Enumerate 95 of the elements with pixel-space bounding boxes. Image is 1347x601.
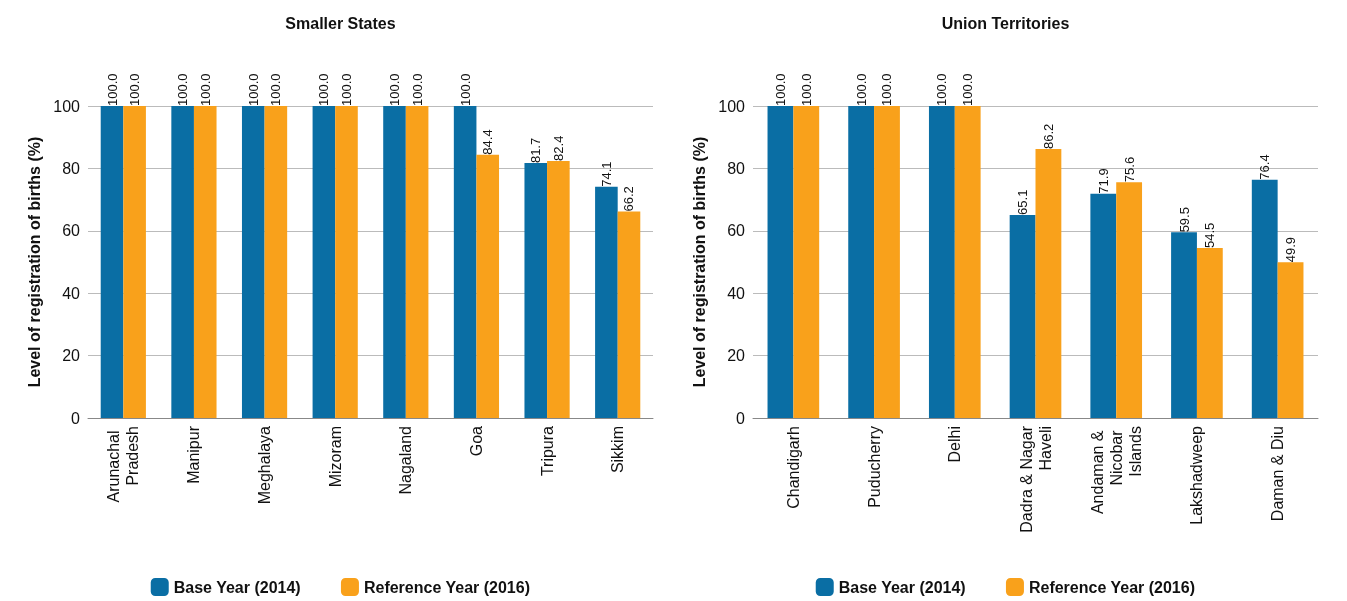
data-label: 100.0 <box>798 73 814 106</box>
bar <box>1277 262 1304 418</box>
bar <box>193 106 217 418</box>
data-label: 100.0 <box>197 73 213 106</box>
bar <box>1171 232 1197 418</box>
y-axis-title: Level of registration of births (%) <box>25 136 43 388</box>
y-tick-label: 0 <box>736 409 746 427</box>
bar <box>954 106 981 418</box>
data-label: 100.0 <box>104 73 120 106</box>
y-tick-label: 100 <box>53 97 81 115</box>
data-label: 100.0 <box>387 73 403 106</box>
x-tick-label: Nagaland <box>397 426 415 495</box>
x-tick-label: Puducherry <box>865 426 883 508</box>
data-label: 86.2 <box>1040 123 1056 150</box>
bar <box>524 163 548 418</box>
data-label: 100.0 <box>245 73 261 106</box>
bar <box>1251 179 1278 418</box>
x-tick-label: Daman & Diu <box>1269 426 1287 522</box>
bar <box>874 106 900 418</box>
bar <box>595 186 618 418</box>
legend-label: Base Year (2014) <box>173 578 301 596</box>
bar <box>1116 182 1143 418</box>
data-label: 100.0 <box>960 73 976 106</box>
x-tick-label: Mizoram <box>326 426 344 488</box>
data-label: 71.9 <box>1095 168 1111 194</box>
y-tick-label: 80 <box>727 159 746 177</box>
bar <box>100 106 124 418</box>
bar <box>767 106 794 418</box>
x-tick-label: Meghalaya <box>256 425 274 505</box>
x-tick-label: Chandigarh <box>784 426 802 509</box>
legend-label: Reference Year (2016) <box>363 578 530 596</box>
bar <box>476 154 500 418</box>
bar <box>171 106 194 418</box>
data-label: 100.0 <box>934 73 950 106</box>
data-label: 75.6 <box>1121 156 1137 183</box>
chart-title: Union Territories <box>941 14 1070 32</box>
x-tick-label: Goa <box>467 425 485 457</box>
bar <box>617 211 641 418</box>
bar <box>123 106 146 418</box>
data-label: 49.9 <box>1283 237 1299 263</box>
bar <box>264 106 288 418</box>
bar <box>405 106 429 418</box>
y-tick-label: 100 <box>718 97 746 115</box>
x-tick-label: Dadra & Nagar Haveli <box>1017 425 1054 533</box>
bar <box>383 106 406 418</box>
bar <box>1009 214 1036 418</box>
y-tick-label: 40 <box>62 284 81 302</box>
data-label: 74.1 <box>598 161 614 187</box>
bar <box>1035 149 1062 418</box>
data-label: 100.0 <box>316 73 332 106</box>
y-axis-title: Level of registration of births (%) <box>690 136 708 388</box>
chart-title: Smaller States <box>285 14 396 32</box>
bar <box>1196 247 1223 418</box>
data-label: 100.0 <box>457 73 473 106</box>
data-label: 100.0 <box>268 73 284 106</box>
data-label: 100.0 <box>772 73 788 106</box>
bar <box>241 106 265 418</box>
y-tick-label: 40 <box>727 284 746 302</box>
data-label: 65.1 <box>1015 189 1031 215</box>
data-label: 84.4 <box>480 129 496 155</box>
bar <box>793 106 820 418</box>
x-tick-label: Andaman & Nicobar Islands <box>1088 426 1144 515</box>
x-tick-label: Sikkim <box>609 426 627 474</box>
data-label: 59.5 <box>1176 207 1192 233</box>
x-tick-label: Lakshadweep <box>1188 425 1206 525</box>
x-tick-label: Delhi <box>946 426 964 463</box>
y-tick-label: 20 <box>727 347 746 365</box>
y-tick-label: 80 <box>62 159 81 177</box>
bar <box>1090 193 1117 418</box>
x-tick-label: Manipur <box>185 425 203 484</box>
y-tick-label: 0 <box>71 409 81 427</box>
x-tick-label: Tripura <box>538 425 556 477</box>
x-tick-label: Arunachal Pradesh <box>105 426 142 503</box>
data-label: 100.0 <box>175 73 191 106</box>
y-tick-label: 60 <box>727 222 746 240</box>
bar <box>335 106 358 418</box>
data-label: 76.4 <box>1257 154 1273 180</box>
data-label: 100.0 <box>338 73 354 106</box>
bar <box>928 106 955 418</box>
bar <box>312 106 336 418</box>
y-tick-label: 20 <box>62 347 81 365</box>
data-label: 54.5 <box>1202 222 1218 248</box>
legend-label: Base Year (2014) <box>838 578 966 596</box>
data-label: 66.2 <box>621 186 637 212</box>
data-label: 100.0 <box>409 73 425 106</box>
bar <box>453 106 477 418</box>
bar <box>848 106 875 418</box>
data-label: 82.4 <box>550 135 566 161</box>
data-label: 100.0 <box>127 73 143 106</box>
y-tick-label: 60 <box>62 222 81 240</box>
bar <box>547 160 570 418</box>
data-label: 100.0 <box>853 73 869 106</box>
legend-label: Reference Year (2016) <box>1028 578 1195 596</box>
data-label: 100.0 <box>879 73 895 106</box>
data-label: 81.7 <box>528 137 544 164</box>
